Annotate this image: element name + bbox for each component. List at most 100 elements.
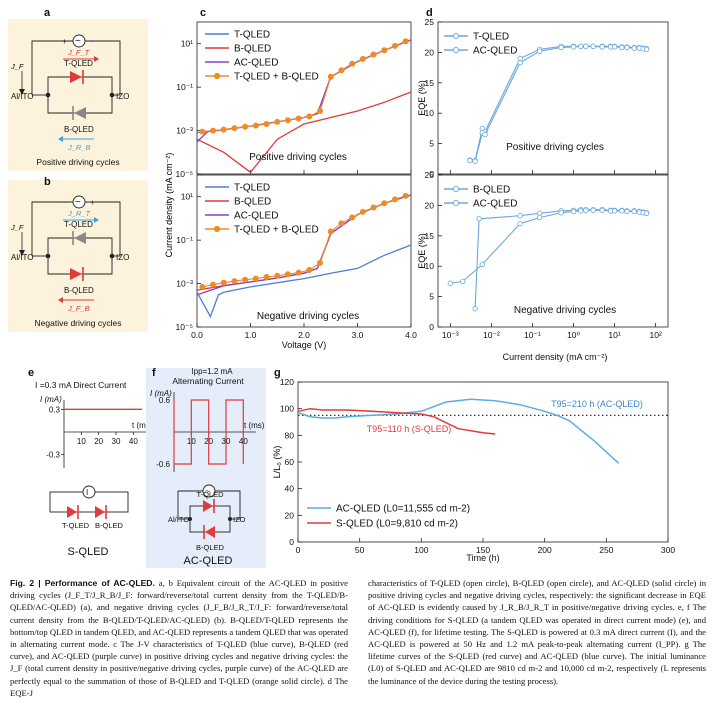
series-marker xyxy=(624,44,630,51)
node-dot xyxy=(228,517,232,521)
panel-c-letter: c xyxy=(200,7,206,19)
ac-source-symbol: ~ xyxy=(75,36,81,47)
f-ylabel: I (mA) xyxy=(150,389,172,398)
x-tick-label: 100 xyxy=(414,545,428,555)
y-tick-label: 10¹ xyxy=(181,192,193,202)
series-marker xyxy=(460,278,466,285)
x-tick-label: 0.0 xyxy=(191,330,203,340)
x-tick-label: 150 xyxy=(476,545,490,555)
series-marker xyxy=(476,216,482,222)
series-marker xyxy=(570,44,577,50)
series-marker xyxy=(479,261,486,268)
series-sum-marker xyxy=(338,220,345,227)
series-sum-marker xyxy=(327,228,334,235)
series-sum-marker xyxy=(359,208,366,215)
series-b-qled xyxy=(196,91,412,174)
x-tick-label: 10⁰ xyxy=(567,330,580,340)
series-marker xyxy=(517,213,523,219)
series-marker xyxy=(611,208,618,214)
series-marker xyxy=(599,44,605,50)
al-ito-label: Al/ITO xyxy=(11,253,34,262)
bqled-label: B-QLED xyxy=(64,125,94,134)
series-marker xyxy=(583,43,589,50)
d-top-title: Positive driving cycles xyxy=(506,142,604,153)
series-sum-marker xyxy=(327,73,334,80)
bqled-label: B-QLED xyxy=(64,286,94,295)
legend-1-marker xyxy=(452,32,460,40)
figure-canvas: ~ + − T-QLED B-QLED Al/ITO IZO J_F J_F_T J_R_B Pos… xyxy=(8,7,675,568)
e-device-title: S-QLED xyxy=(68,546,109,558)
panel-a-letter: a xyxy=(44,7,51,19)
series-sum-marker xyxy=(252,122,259,129)
diode-icon xyxy=(67,506,77,518)
y-tick-label: 15 xyxy=(425,231,435,241)
izo-label: IZO xyxy=(116,92,129,101)
y-tick-label: 10⁻³ xyxy=(176,126,193,136)
f-condition-1: Ipp=1.2 mA xyxy=(191,367,233,376)
legend-tqled-text: T-QLED xyxy=(234,30,270,41)
e-condition: I =0.3 mA Direct Current xyxy=(35,380,127,390)
jf-label: J_F xyxy=(10,62,24,71)
series-sum-marker xyxy=(295,115,302,122)
series-marker xyxy=(631,208,637,215)
polarity-right: − xyxy=(90,37,95,46)
polarity-left: − xyxy=(62,198,67,207)
series-marker xyxy=(558,209,564,216)
x-tick-label: 10⁻¹ xyxy=(524,330,541,340)
legend-1-marker xyxy=(452,185,460,193)
series-sum-marker xyxy=(274,272,281,279)
c-bottom-title: Negative driving cycles xyxy=(257,311,359,322)
d-xlabel: Current density (mA cm⁻²) xyxy=(503,352,608,362)
legend-2-marker xyxy=(452,46,460,54)
series-sum-marker xyxy=(284,117,291,124)
x-tick-label: 10⁻² xyxy=(483,330,500,340)
y-tick-label: 100 xyxy=(280,404,294,414)
c-xlabel: Voltage (V) xyxy=(282,340,327,350)
x-tick-label: 1.0 xyxy=(245,330,257,340)
x-tick-label: 250 xyxy=(599,545,613,555)
series-marker xyxy=(517,60,523,66)
jrb-label: J_R_B xyxy=(67,143,91,152)
legend-s-text: S-QLED (L0=9,810 cd m-2) xyxy=(336,519,458,530)
y-tick-label: 20 xyxy=(425,200,435,210)
diode-top-icon xyxy=(203,500,213,512)
y-tick-label: 5 xyxy=(429,292,434,302)
y-tick-label: -0.6 xyxy=(156,460,170,469)
legend-tqled-text: T-QLED xyxy=(234,183,270,194)
series-marker xyxy=(578,208,584,214)
diode-bottom-icon xyxy=(205,526,215,538)
y-tick-label: 10 xyxy=(425,261,435,271)
g-annotation-ac: T95=210 h (AC-QLED) xyxy=(551,399,643,409)
series-marker xyxy=(558,44,564,51)
series-marker xyxy=(482,131,488,138)
y-tick-label: 10⁻¹ xyxy=(176,235,193,245)
f-circuit-wire xyxy=(177,490,241,512)
x-tick-label: 10¹ xyxy=(608,330,620,340)
node-dot xyxy=(188,517,192,521)
series-marker xyxy=(619,44,625,51)
series-t-qled xyxy=(196,244,412,319)
y-tick-label: 10⁻⁵ xyxy=(176,322,193,332)
series-marker xyxy=(537,214,543,221)
series-sum-marker xyxy=(242,123,249,130)
jfb-arrow-head xyxy=(58,297,63,303)
series-marker xyxy=(447,280,454,286)
node-dot xyxy=(109,253,115,259)
x-tick-label: 3.0 xyxy=(352,330,364,340)
diode-bottom-icon xyxy=(70,268,82,280)
ac-source-icon xyxy=(202,484,216,498)
series-sum-marker xyxy=(338,67,345,74)
series-sum-marker xyxy=(317,107,324,114)
y-tick-label: 0 xyxy=(429,322,434,332)
d_top-frame xyxy=(437,21,669,175)
diode-bottom-icon xyxy=(74,107,86,119)
circuit-wire xyxy=(31,201,121,250)
diode-icon xyxy=(95,506,105,518)
series-marker xyxy=(590,43,596,50)
x-tick-label: 40 xyxy=(129,437,138,446)
series-marker xyxy=(611,44,618,50)
d-bottom-title: Negative driving cycles xyxy=(514,305,616,316)
d-top-ylabel: EQE (%) xyxy=(417,80,427,116)
ac-source-symbol: ~ xyxy=(75,197,81,208)
e-xlabel: t (ms) xyxy=(132,421,153,430)
